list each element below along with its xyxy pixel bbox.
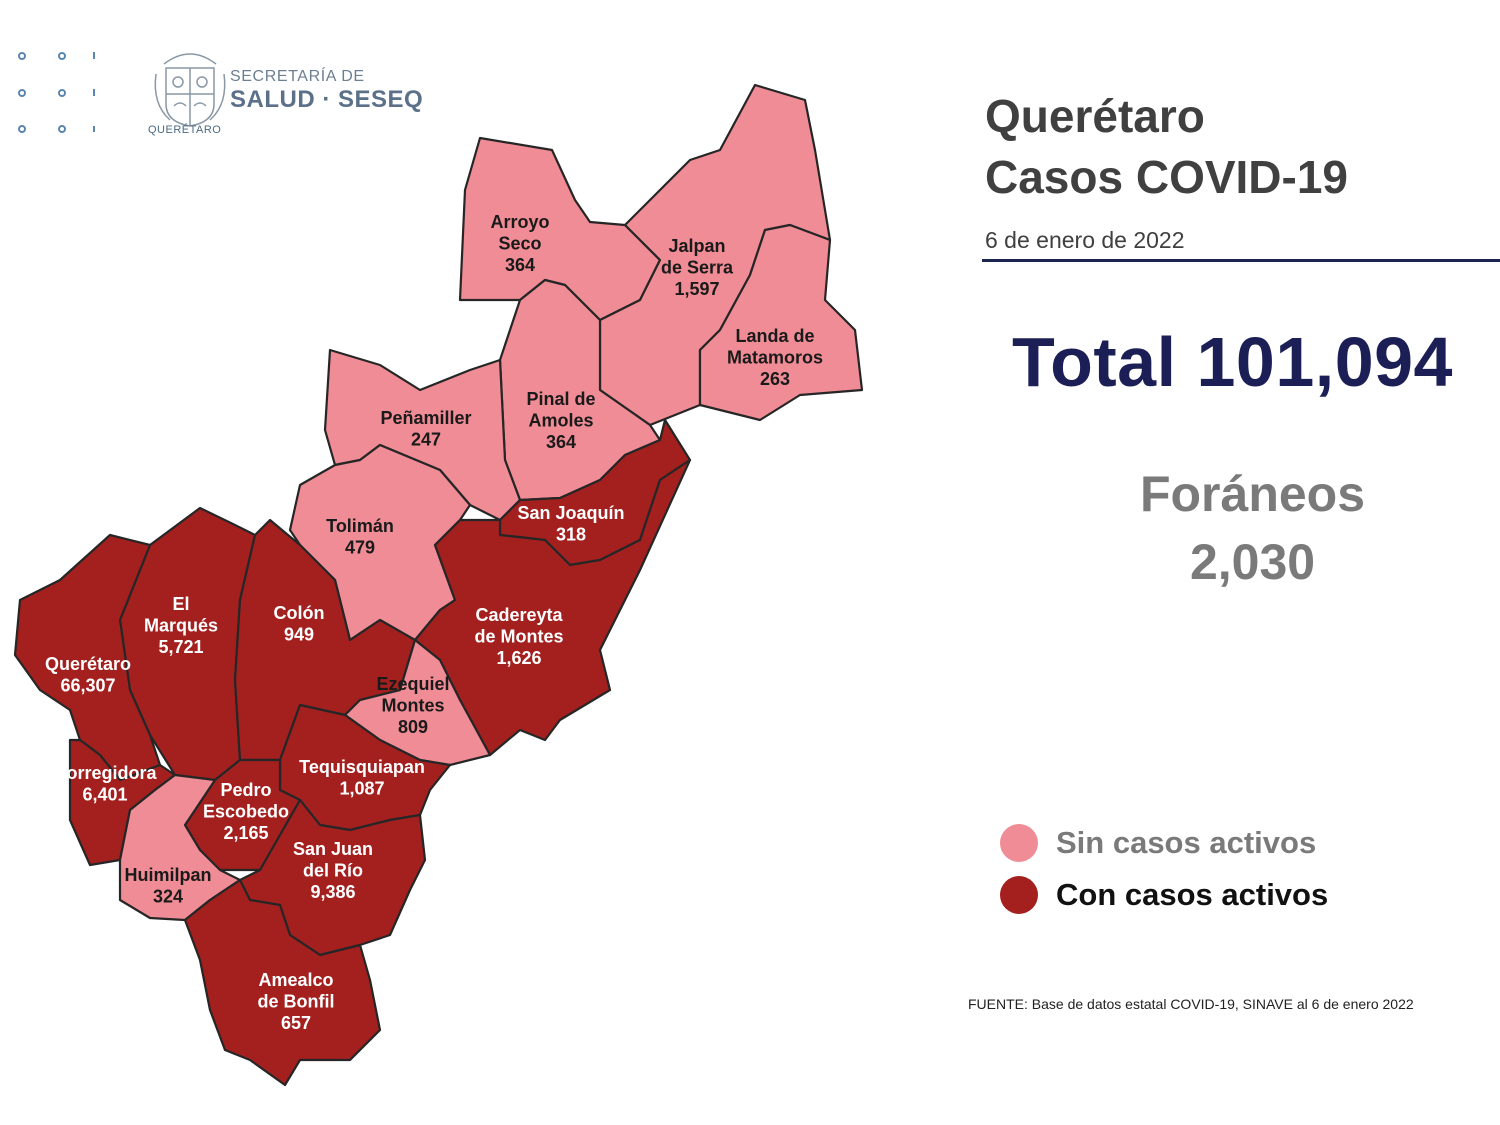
municipality-label-corregidora: Corregidora 6,401 bbox=[53, 763, 157, 805]
municipality-name: El bbox=[172, 594, 189, 614]
municipality-name: Cadereyta bbox=[475, 605, 563, 625]
municipality-label-queretaro: Querétaro 66,307 bbox=[45, 654, 131, 696]
municipality-name: de Bonfil bbox=[258, 992, 335, 1012]
municipality-cases: 1,597 bbox=[674, 279, 719, 299]
municipality-amealco bbox=[183, 878, 382, 1087]
municipality-label-san-joaquin: San Joaquín 318 bbox=[517, 503, 624, 545]
municipality-cases: 1,087 bbox=[339, 779, 384, 799]
municipality-name: Tequisquiapan bbox=[299, 757, 425, 777]
municipality-name: Pinal de bbox=[526, 389, 595, 409]
municipality-name: Marqués bbox=[144, 616, 218, 636]
title-line-2: Casos COVID-19 bbox=[985, 151, 1349, 203]
municipality-cases: 1,626 bbox=[496, 648, 541, 668]
municipality-cases: 5,721 bbox=[158, 637, 203, 657]
title-line-1: Querétaro bbox=[985, 90, 1205, 142]
municipality-name: Seco bbox=[498, 234, 541, 254]
municipality-landa bbox=[698, 223, 864, 422]
municipality-cases: 809 bbox=[398, 717, 428, 737]
legend-item-sin-casos: Sin casos activos bbox=[1000, 824, 1316, 862]
legend-item-con-casos: Con casos activos bbox=[1000, 876, 1328, 914]
municipality-name: San Juan bbox=[293, 839, 373, 859]
municipality-label-jalpan: Jalpan de Serra 1,597 bbox=[661, 236, 734, 299]
foraneos-block: Foráneos 2,030 bbox=[1090, 460, 1415, 596]
municipality-cases: 324 bbox=[153, 887, 183, 907]
municipality-name: Arroyo bbox=[490, 212, 549, 232]
logo-caption: QUERÉTARO bbox=[148, 124, 222, 136]
municipality-cases: 949 bbox=[284, 625, 314, 645]
municipality-name: Ezequiel bbox=[376, 674, 449, 694]
municipality-name: San Joaquín bbox=[517, 503, 624, 523]
total-cases: Total 101,094 bbox=[1012, 323, 1453, 401]
foraneos-label: Foráneos bbox=[1139, 466, 1366, 522]
municipality-cases: 6,401 bbox=[82, 785, 127, 805]
legend-label-con-casos: Con casos activos bbox=[1056, 877, 1329, 912]
municipality-label-cadereyta: Cadereyta de Montes 1,626 bbox=[474, 605, 563, 668]
municipality-huimilpan bbox=[118, 773, 242, 922]
municipality-label-ezequiel: Ezequiel Montes 809 bbox=[376, 674, 449, 737]
municipality-name: del Río bbox=[303, 861, 363, 881]
municipality-name: Tolimán bbox=[326, 516, 394, 536]
municipality-label-el-marques: El Marqués 5,721 bbox=[144, 594, 218, 657]
municipality-cases: 479 bbox=[345, 538, 375, 558]
municipality-label-san-juan: San Juan del Río 9,386 bbox=[293, 839, 373, 902]
page-title: Querétaro Casos COVID-19 bbox=[985, 86, 1348, 208]
title-divider bbox=[982, 259, 1500, 262]
secretaria-label: SECRETARÍA DE bbox=[230, 68, 365, 85]
municipality-cases: 263 bbox=[760, 369, 790, 389]
municipality-label-toliman: Tolimán 479 bbox=[326, 516, 394, 558]
municipality-cases: 66,307 bbox=[60, 676, 115, 696]
legend-swatch-con-casos bbox=[1000, 876, 1038, 914]
municipality-cases: 364 bbox=[505, 255, 535, 275]
municipality-name: Escobedo bbox=[203, 802, 289, 822]
municipality-name: Huimilpan bbox=[124, 865, 211, 885]
municipality-name: Pedro bbox=[220, 780, 271, 800]
source-note: FUENTE: Base de datos estatal COVID-19, … bbox=[968, 996, 1414, 1012]
municipality-cases: 364 bbox=[546, 432, 576, 452]
municipality-name: Landa de bbox=[735, 326, 814, 346]
municipality-name: Querétaro bbox=[45, 654, 131, 674]
dot-grid-decoration bbox=[18, 52, 95, 133]
municipality-name: de Montes bbox=[474, 627, 563, 647]
municipality-name: Peñamiller bbox=[380, 408, 471, 428]
municipality-cases: 318 bbox=[556, 525, 586, 545]
municipality-label-huimilpan: Huimilpan 324 bbox=[124, 865, 211, 907]
municipality-label-penamiller: Peñamiller 247 bbox=[380, 408, 471, 450]
municipality-name: Jalpan bbox=[668, 236, 725, 256]
municipality-cases: 9,386 bbox=[310, 882, 355, 902]
municipality-name: Amealco bbox=[258, 970, 333, 990]
municipality-label-pinal: Pinal de Amoles 364 bbox=[526, 389, 595, 452]
foraneos-value: 2,030 bbox=[1189, 534, 1316, 590]
municipality-name: Matamoros bbox=[727, 348, 823, 368]
legend-label-sin-casos: Sin casos activos bbox=[1056, 825, 1317, 860]
queretaro-coat-of-arms-logo bbox=[154, 53, 226, 127]
municipality-name: Corregidora bbox=[53, 763, 157, 783]
report-date: 6 de enero de 2022 bbox=[985, 227, 1185, 253]
municipality-cases: 247 bbox=[411, 430, 441, 450]
municipality-label-landa: Landa de Matamoros 263 bbox=[727, 326, 823, 389]
legend-swatch-sin-casos bbox=[1000, 824, 1038, 862]
municipality-label-pedro-escobedo: Pedro Escobedo 2,165 bbox=[203, 780, 289, 843]
municipality-cases: 2,165 bbox=[223, 823, 268, 843]
municipality-name: Montes bbox=[382, 696, 445, 716]
salud-seseq-label: SALUD · SESEQ bbox=[230, 86, 424, 113]
municipality-label-arroyo-seco: Arroyo Seco 364 bbox=[490, 212, 549, 275]
municipality-name: de Serra bbox=[661, 258, 734, 278]
municipality-name: Amoles bbox=[528, 411, 593, 431]
municipality-name: Colón bbox=[274, 603, 325, 623]
municipality-label-tequisquiapan: Tequisquiapan 1,087 bbox=[299, 757, 425, 799]
municipality-label-amealco: Amealco de Bonfil 657 bbox=[258, 970, 335, 1033]
municipality-label-colon: Colón 949 bbox=[274, 603, 325, 645]
municipality-cases: 657 bbox=[281, 1013, 311, 1033]
